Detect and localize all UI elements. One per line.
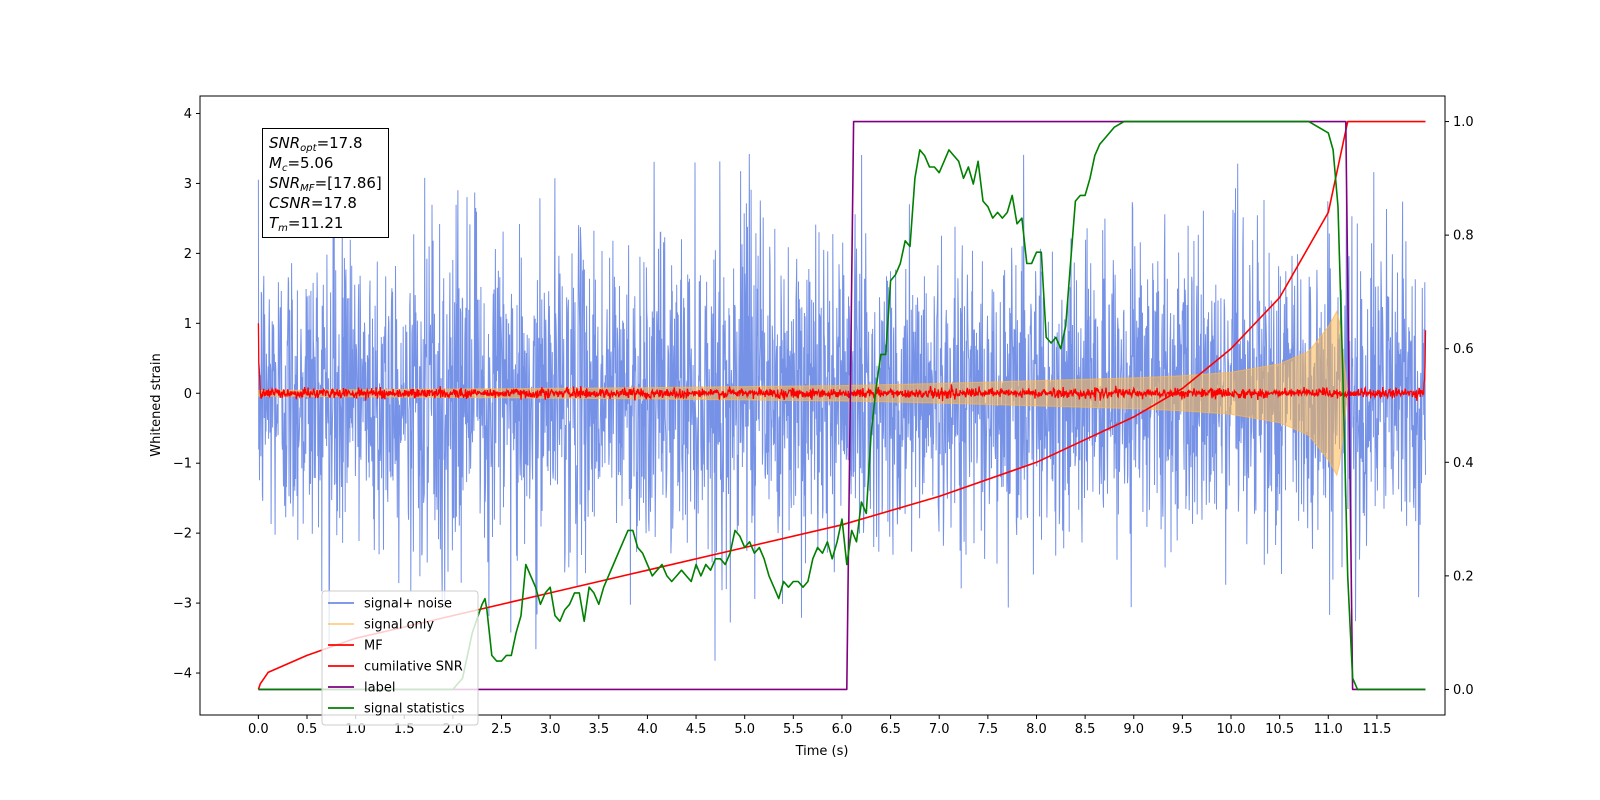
legend-entry: MF bbox=[364, 639, 383, 654]
x-tick-label: 1.5 bbox=[394, 722, 415, 737]
x-tick-label: 8.5 bbox=[1075, 722, 1096, 737]
x-tick-label: 5.0 bbox=[734, 722, 755, 737]
y-axis-label: Whitened strain bbox=[149, 353, 164, 456]
y-tick-label: −1 bbox=[173, 457, 192, 472]
y-right-tick-label: 0.4 bbox=[1453, 456, 1474, 471]
x-tick-label: 7.0 bbox=[929, 722, 950, 737]
x-axis-label: Time (s) bbox=[795, 744, 849, 759]
series-mf bbox=[257, 323, 1427, 402]
x-tick-label: 0.5 bbox=[297, 722, 318, 737]
y-tick-label: −3 bbox=[173, 597, 192, 612]
legend: signal+ noise signal only MF cumilative SNR… bbox=[321, 590, 479, 726]
y-right-tick-label: 0.2 bbox=[1453, 569, 1474, 584]
legend-entry: signal+ noise bbox=[364, 597, 452, 612]
x-tick-label: 7.5 bbox=[978, 722, 999, 737]
y-right-tick-label: 1.0 bbox=[1453, 115, 1474, 130]
y-tick-label: 2 bbox=[184, 247, 192, 262]
x-tick-label: 1.0 bbox=[345, 722, 366, 737]
legend-entry: cumilative SNR bbox=[364, 660, 463, 675]
annotation-snr-mf: SNRMF=[17.86] bbox=[269, 174, 382, 194]
x-axis-ticks: 0.0 0.5 1.0 1.5 2.0 2.5 3.0 3.5 4.0 4.5 5.0 5.5 6.0 6… bbox=[248, 715, 1391, 737]
x-tick-label: 0.0 bbox=[248, 722, 269, 737]
y-tick-label: 3 bbox=[184, 177, 192, 192]
series-layer bbox=[257, 120, 1427, 691]
x-tick-label: 5.5 bbox=[783, 722, 804, 737]
annotation-csnr: CSNR=17.8 bbox=[269, 194, 357, 212]
y-tick-label: −2 bbox=[173, 527, 192, 542]
x-tick-label: 10.5 bbox=[1265, 722, 1294, 737]
legend-entry: signal statistics bbox=[364, 702, 465, 717]
y-right-tick-label: 0.0 bbox=[1453, 683, 1474, 698]
y-right-tick-label: 0.6 bbox=[1453, 342, 1474, 357]
x-tick-label: 3.0 bbox=[540, 722, 561, 737]
x-tick-label: 10.0 bbox=[1217, 722, 1246, 737]
y-tick-label: 1 bbox=[184, 317, 192, 332]
x-tick-label: 11.0 bbox=[1314, 722, 1343, 737]
y-tick-label: −4 bbox=[173, 667, 192, 682]
x-tick-label: 9.0 bbox=[1123, 722, 1144, 737]
legend-entry: label bbox=[364, 681, 395, 696]
series-signal-statistics bbox=[258, 120, 1426, 691]
x-tick-label: 6.0 bbox=[832, 722, 853, 737]
y-tick-label: 0 bbox=[184, 387, 192, 402]
plot-frame bbox=[199, 95, 1446, 716]
annotation-mc: Mc=5.06 bbox=[269, 154, 334, 174]
legend-frame bbox=[321, 590, 479, 726]
y-right-tick-label: 0.8 bbox=[1453, 229, 1474, 244]
annotation-box: SNRopt=17.8 Mc=5.06 SNRMF=[17.86] CSNR=1… bbox=[262, 128, 389, 238]
x-tick-label: 4.0 bbox=[637, 722, 658, 737]
x-tick-label: 2.0 bbox=[443, 722, 464, 737]
y-axis-ticks: −4 −3 −2 −1 0 1 2 3 4 bbox=[173, 107, 200, 682]
y-right-axis-ticks: 0.0 0.2 0.4 0.6 0.8 1.0 bbox=[1445, 115, 1474, 698]
x-tick-label: 8.0 bbox=[1026, 722, 1047, 737]
x-tick-label: 4.5 bbox=[686, 722, 707, 737]
x-tick-label: 9.5 bbox=[1172, 722, 1193, 737]
x-tick-label: 2.5 bbox=[491, 722, 512, 737]
x-tick-label: 11.5 bbox=[1362, 722, 1391, 737]
x-tick-label: 6.5 bbox=[880, 722, 901, 737]
legend-entry: signal only bbox=[364, 618, 434, 633]
x-tick-label: 3.5 bbox=[588, 722, 609, 737]
y-tick-label: 4 bbox=[184, 107, 192, 122]
annotation-tm: Tm=11.21 bbox=[269, 214, 344, 234]
annotation-snr-opt: SNRopt=17.8 bbox=[269, 134, 363, 154]
